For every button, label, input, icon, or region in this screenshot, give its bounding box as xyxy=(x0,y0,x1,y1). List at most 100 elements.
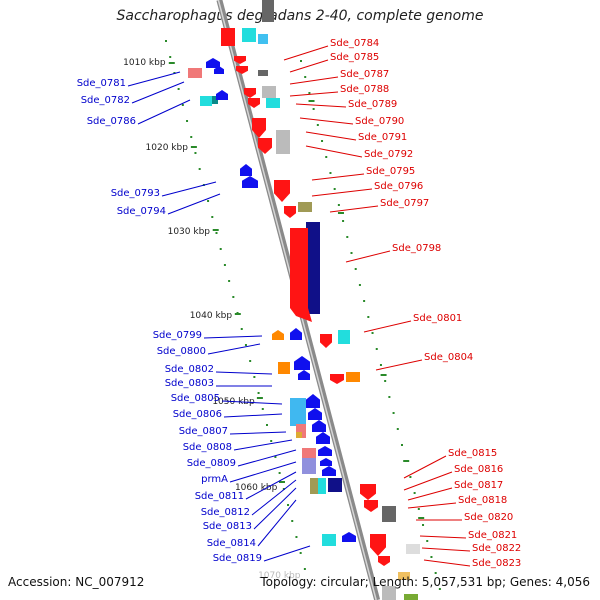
gene-arrow xyxy=(252,118,266,138)
gene-arrow xyxy=(244,88,256,98)
gene-block xyxy=(221,28,235,46)
gene-block xyxy=(296,424,306,438)
tick-dot xyxy=(409,476,412,478)
gene-block xyxy=(398,572,410,580)
tick-dot xyxy=(379,364,382,366)
label-leader xyxy=(283,45,329,61)
tick-dot xyxy=(417,508,420,510)
tick-dot xyxy=(211,216,214,218)
gene-arrow xyxy=(298,370,310,380)
tick-dot xyxy=(354,268,357,270)
tick-dot xyxy=(270,440,273,442)
gene-arrow xyxy=(330,374,344,384)
topology-text: Topology: circular; Length: 5,057,531 bp… xyxy=(260,575,590,589)
gene-block xyxy=(212,96,218,104)
tick-dot xyxy=(257,392,260,394)
tick-dot xyxy=(228,280,231,282)
gene-label-Sde_0813: Sde_0813 xyxy=(203,521,252,532)
gene-arrow xyxy=(290,308,312,322)
gene-arrow xyxy=(308,408,322,420)
major-tick xyxy=(234,313,241,315)
gene-arrow xyxy=(312,420,326,432)
gene-arrow xyxy=(206,58,220,68)
tick-dot xyxy=(367,316,370,318)
gene-arrow xyxy=(240,164,252,176)
gene-block xyxy=(278,362,290,374)
gene-block xyxy=(310,478,318,494)
tick-dot xyxy=(177,88,180,90)
gene-label-Sde_0823: Sde_0823 xyxy=(472,558,521,569)
gene-label-Sde_0814: Sde_0814 xyxy=(207,538,256,549)
gene-features xyxy=(188,0,420,600)
scale-label: 1070 kbp xyxy=(258,571,301,581)
tick-dot xyxy=(375,348,378,350)
map-title: Saccharophagus degradans 2-40, complete … xyxy=(116,8,484,24)
tick-dot xyxy=(181,104,184,106)
tick-dot xyxy=(321,140,324,142)
gene-block xyxy=(276,144,290,154)
gene-label-Sde_0798: Sde_0798 xyxy=(392,243,441,254)
tick-dot xyxy=(358,284,361,286)
tick-dot xyxy=(325,156,328,158)
tick-dot xyxy=(434,572,437,574)
major-tick xyxy=(168,62,175,64)
gene-arrow xyxy=(214,66,224,74)
label-leader xyxy=(137,99,191,125)
label-leader xyxy=(221,400,283,405)
gene-block xyxy=(258,34,268,44)
label-leader xyxy=(245,471,297,500)
label-leader xyxy=(363,320,412,333)
tick-dot xyxy=(304,76,307,78)
gene-label-Sde_0790: Sde_0790 xyxy=(355,116,404,127)
gene-label-Sde_0816: Sde_0816 xyxy=(454,464,503,475)
tick-dot xyxy=(194,152,197,154)
tick-dot xyxy=(261,408,264,410)
gene-label-Sde_0797: Sde_0797 xyxy=(380,198,429,209)
gene-arrow xyxy=(306,394,320,408)
gene-block xyxy=(242,28,256,42)
gene-arrow xyxy=(320,334,332,348)
major-tick xyxy=(256,397,263,399)
label-leader xyxy=(127,71,181,87)
major-tick xyxy=(418,517,425,519)
scale-label: 1060 kbp xyxy=(235,483,278,493)
tick-dot xyxy=(215,232,218,234)
major-tick xyxy=(278,481,285,483)
label-leader xyxy=(311,173,365,181)
gene-arrow xyxy=(284,206,296,218)
gene-label-Sde_0815: Sde_0815 xyxy=(448,448,497,459)
label-leader xyxy=(329,205,379,213)
gene-block xyxy=(276,130,290,144)
gene-label-Sde_0781: Sde_0781 xyxy=(77,78,126,89)
label-leader xyxy=(229,461,297,483)
label-leader xyxy=(407,502,457,509)
gene-label-Sde_0782: Sde_0782 xyxy=(81,95,130,106)
tick-dot xyxy=(265,424,268,426)
tick-dot xyxy=(316,124,319,126)
label-leader xyxy=(311,188,373,197)
gene-arrow xyxy=(360,484,376,500)
tick-dot xyxy=(186,120,189,122)
gene-label-prmA: prmA xyxy=(201,474,228,485)
gene-label-Sde_0820: Sde_0820 xyxy=(464,512,513,523)
tick-dot xyxy=(392,412,395,414)
tick-dot xyxy=(300,60,302,62)
label-leader xyxy=(403,455,447,479)
gene-arrow xyxy=(378,556,390,566)
gene-arrow xyxy=(364,500,378,512)
label-leader xyxy=(407,487,453,501)
gene-block xyxy=(338,330,350,344)
gene-label-Sde_0801: Sde_0801 xyxy=(413,313,462,324)
accession-text: Accession: NC_007912 xyxy=(8,575,145,589)
gene-block xyxy=(188,68,202,78)
left-gene-labels: Sde_0781 Sde_0782 Sde_0786 Sde_0793 Sde_0794… xyxy=(77,71,311,564)
major-tick xyxy=(190,146,197,148)
major-tick xyxy=(380,374,387,376)
gene-label-Sde_0799: Sde_0799 xyxy=(153,330,202,341)
scale-label: 1020 kbp xyxy=(146,143,189,153)
tick-dot xyxy=(384,380,387,382)
label-leader xyxy=(229,431,287,435)
gene-block xyxy=(266,98,280,108)
right-gene-labels: Sde_0784 Sde_0785 Sde_0787 Sde_0788 Sde_0789… xyxy=(283,38,521,569)
major-tick xyxy=(337,212,344,214)
